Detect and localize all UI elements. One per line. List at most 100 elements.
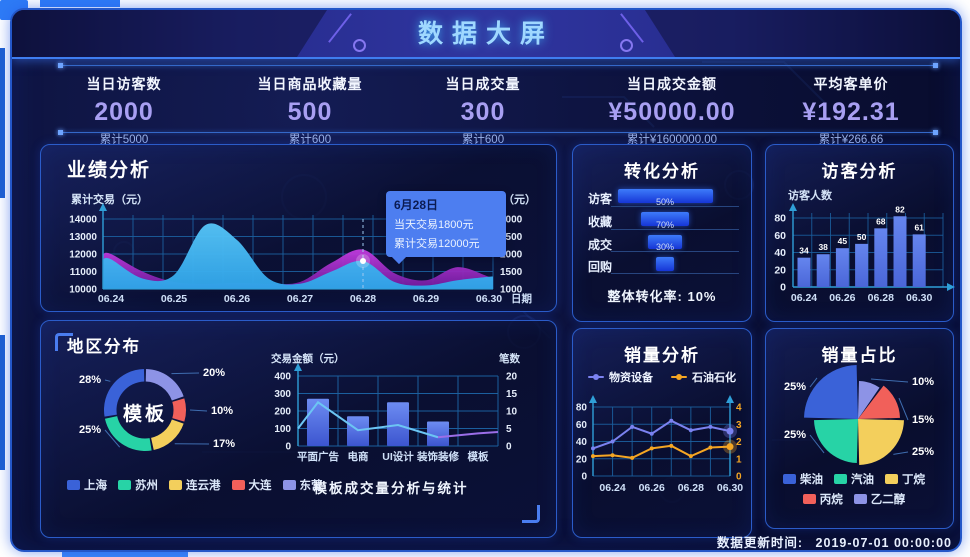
pie-legend-row: 柴油 汽油 丁烷 (766, 471, 953, 487)
kpi-divider-bottom (58, 130, 938, 135)
region-legend: 上海 苏州 连云港 大连 东营 (67, 477, 334, 493)
corner-bracket-icon (522, 505, 540, 523)
donut-slice[interactable] (172, 398, 187, 422)
y-left-tick: 300 (274, 389, 291, 400)
pie-slice[interactable] (858, 381, 880, 419)
y-left-tick: 200 (274, 407, 291, 418)
line-series (437, 431, 499, 439)
x-axis-label: 日期 (511, 292, 532, 305)
legend-item[interactable]: 汽油 (834, 471, 874, 487)
funnel-step-label: 回购 (588, 260, 613, 274)
legend-item[interactable]: 上海 (67, 477, 107, 493)
y-right-tick: 1000 (500, 285, 523, 296)
y-left-tick: 11000 (70, 267, 98, 278)
funnel-bar[interactable] (647, 235, 683, 249)
kpi-item: 当日成交金额 ¥50000.00 累计¥1600000.00 (582, 74, 762, 147)
kpi-value: 500 (287, 98, 333, 126)
donut-slice[interactable] (151, 419, 184, 451)
legend-swatch (834, 474, 847, 484)
legend-item[interactable]: 丁烷 (885, 471, 925, 487)
y-right-tick: 1500 (500, 267, 523, 278)
bar-y-left-label: 交易金额（元） (271, 353, 345, 365)
legend-item[interactable]: 物资设备 (588, 369, 653, 385)
bar[interactable] (855, 243, 869, 287)
panel-region-title: 地区分布 (67, 338, 141, 356)
donut-slice[interactable] (104, 369, 145, 417)
template-bar-chart[interactable]: 400 300 200 100 0 0 5 10 15 20 平面广告 电商 UI设计 装饰装修 模板 (266, 343, 556, 493)
legend-item[interactable]: 石油石化 (671, 369, 736, 385)
legend-item[interactable]: 大连 (231, 477, 272, 493)
panel-pie: 销量占比 10% 15% 25% 25% 25% 柴油 汽油 丁烷 丙烷 乙二醇 (765, 328, 954, 529)
pie-slice[interactable] (858, 385, 900, 419)
bar[interactable] (307, 398, 329, 446)
pie-slice[interactable] (858, 419, 904, 465)
region-donut-chart[interactable]: 20% 10% 17% 25% 28% (41, 321, 291, 537)
legend-line-marker-icon (588, 373, 604, 381)
legend-item[interactable]: 丙烷 (802, 491, 843, 507)
kpi-value: 2000 (94, 98, 154, 126)
donut-slice[interactable] (104, 416, 152, 451)
kpi-label: 当日访客数 (86, 76, 162, 92)
legend-item[interactable]: 乙二醇 (853, 491, 905, 507)
y-left-tick: 400 (274, 372, 291, 383)
bar[interactable] (427, 421, 449, 447)
line-series[interactable] (592, 444, 731, 459)
x-tick: 模板 (468, 450, 489, 463)
bar[interactable] (893, 216, 907, 287)
bar-value-label: 34 (799, 246, 809, 256)
dashboard-frame: 数据大屏 当日访客数 2000 累计5000 当日商品收藏量 500 累计600 当日成交量… (10, 8, 962, 552)
pie-chart[interactable]: 10% 15% 25% 25% 25% (766, 357, 953, 477)
visitor-bar-chart[interactable]: 0 20 40 60 80 34 38 45 50 68 82 61 06.24 06.26 06.28 06… (766, 177, 955, 311)
y-right-tick: 0 (736, 472, 742, 483)
header-circle-left (353, 39, 366, 52)
circuit-line (562, 96, 655, 128)
bar[interactable] (835, 248, 849, 287)
x-tick: 06.26 (639, 482, 665, 494)
y-tick: 40 (774, 247, 786, 259)
pie-percent-label: 25% (912, 446, 934, 458)
axis-arrow-icon (99, 203, 107, 211)
tooltip-date: 6月28日 (394, 198, 439, 212)
kpi-item: 当日访客数 2000 累计5000 (34, 74, 214, 147)
line-point (669, 418, 674, 423)
label-connector (189, 409, 208, 412)
legend-item[interactable]: 东营 (282, 477, 323, 493)
y-left-tick: 40 (576, 437, 588, 448)
x-tick: 06.26 (224, 293, 250, 305)
bar[interactable] (912, 234, 926, 287)
y-right-tick: 2000 (500, 250, 523, 261)
legend-item[interactable]: 连云港 (169, 477, 221, 493)
pie-percent-label: 10% (912, 376, 934, 388)
y-left-tick: 0 (581, 472, 587, 483)
legend-item[interactable]: 苏州 (118, 477, 158, 493)
sales-line-chart[interactable]: 0 20 40 60 80 0 1 2 3 4 06.24 06.26 06.28 06.30 (573, 387, 751, 537)
legend-item[interactable]: 柴油 (783, 471, 823, 487)
bar[interactable] (816, 254, 830, 287)
funnel-rate-label: 70% (655, 219, 674, 230)
funnel-bar[interactable] (656, 257, 674, 271)
line-series[interactable] (592, 419, 731, 450)
pie-slice[interactable] (804, 365, 858, 419)
donut-slice[interactable] (145, 369, 184, 401)
label-connector (898, 397, 909, 421)
x-tick: 06.27 (287, 293, 313, 305)
kpi-item: 当日成交量 300 累计600 (393, 74, 573, 147)
donut-percent-label: 25% (79, 424, 101, 436)
bar[interactable] (797, 257, 811, 287)
pie-slice[interactable] (814, 419, 858, 463)
update-time: 数据更新时间: 2019-07-01 00:00:00 (592, 532, 952, 550)
label-connector (809, 434, 825, 454)
axis-arrow-icon (726, 395, 734, 403)
bar[interactable] (874, 228, 888, 287)
area-series (103, 249, 494, 289)
performance-area-chart[interactable]: 10000 11000 12000 13000 14000 1000 1500 2000 250… (41, 201, 556, 311)
funnel-bar[interactable] (641, 212, 689, 226)
x-tick: 06.24 (98, 293, 124, 305)
panel-sales-title: 销量分析 (624, 346, 700, 365)
panel-visitor-title: 访客分析 (821, 162, 898, 181)
label-connector (171, 372, 200, 375)
funnel-bar[interactable] (617, 189, 713, 203)
x-tick: 06.25 (161, 293, 187, 305)
line-point (708, 424, 713, 429)
